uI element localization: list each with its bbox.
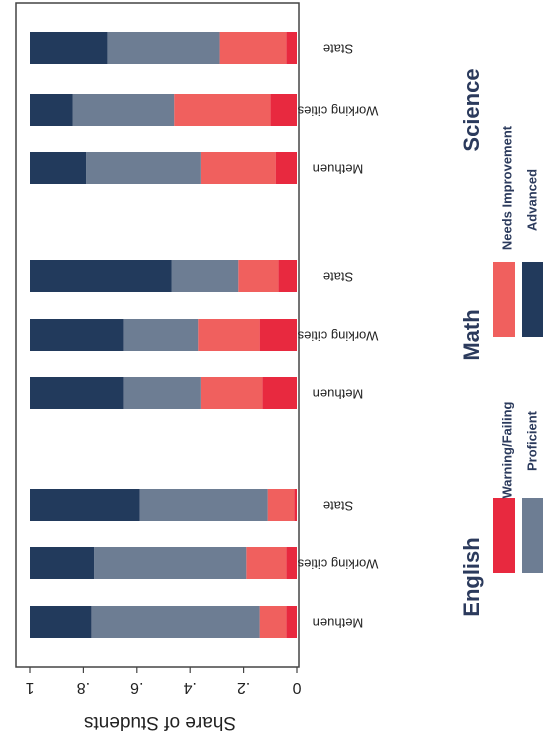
value-tick-label: .2	[237, 679, 250, 696]
category-label: Working cities	[297, 104, 378, 119]
bar-segment-advanced	[30, 152, 87, 184]
value-tick-label: 0	[292, 679, 301, 696]
bar-segment-warning-failing	[294, 489, 297, 521]
legend-label: Warning/Failing	[499, 401, 514, 498]
value-tick-label: .4	[183, 679, 196, 696]
bar-segment-warning-failing	[262, 377, 297, 409]
legend-label: Needs Improvement	[499, 125, 514, 250]
category-label: Methuen	[313, 387, 364, 402]
bar-segment-proficient	[107, 32, 220, 64]
bar-segment-needs-improvement	[259, 606, 287, 638]
category-label: State	[323, 499, 353, 514]
bar-segment-warning-failing	[286, 32, 297, 64]
axis-title: Share of Students	[84, 712, 236, 733]
category-label: Methuen	[313, 616, 364, 631]
group-label: Math	[459, 309, 484, 360]
bar-segment-needs-improvement	[267, 489, 295, 521]
bar-segment-advanced	[30, 260, 172, 292]
value-tick-label: .6	[130, 679, 143, 696]
value-tick-label: .8	[77, 679, 90, 696]
bar-segment-advanced	[30, 94, 73, 126]
bar-segment-advanced	[30, 319, 124, 351]
bar-segment-proficient	[123, 319, 199, 351]
category-label: Working cities	[297, 557, 378, 572]
bar-segment-proficient	[94, 547, 247, 579]
bar-segment-proficient	[86, 152, 201, 184]
bar-segment-proficient	[139, 489, 268, 521]
legend-swatch	[493, 262, 515, 337]
bar-segment-warning-failing	[278, 260, 297, 292]
bar-segment-needs-improvement	[200, 377, 263, 409]
bar-segment-proficient	[72, 94, 175, 126]
legend-swatch	[522, 262, 543, 337]
bar-segment-proficient	[123, 377, 201, 409]
legend-label: Advanced	[524, 169, 539, 231]
bar-segment-needs-improvement	[174, 94, 271, 126]
bar-segment-needs-improvement	[198, 319, 260, 351]
bar-segment-needs-improvement	[219, 32, 287, 64]
bar-segment-needs-improvement	[238, 260, 279, 292]
bar-segment-advanced	[30, 489, 140, 521]
category-label: Working cities	[297, 329, 378, 344]
bar-segment-needs-improvement	[200, 152, 276, 184]
chart-marks: 0 .2 .4 .6 .8 1 Share of Students Methuen Workin…	[15, 2, 543, 733]
group-label: English	[459, 537, 484, 616]
bar-segment-advanced	[30, 32, 108, 64]
bar-segment-proficient	[91, 606, 260, 638]
bar-segment-warning-failing	[286, 547, 297, 579]
bar-segment-advanced	[30, 547, 95, 579]
plot-frame	[15, 2, 300, 668]
category-label: State	[323, 270, 353, 285]
bar-segment-warning-failing	[259, 319, 297, 351]
legend-label: Proficient	[524, 410, 539, 471]
bar-segment-warning-failing	[275, 152, 297, 184]
bar-segment-warning-failing	[286, 606, 297, 638]
category-label: Methuen	[313, 162, 364, 177]
category-label: State	[323, 42, 353, 57]
bar-segment-advanced	[30, 377, 124, 409]
legend-swatch	[522, 498, 543, 573]
value-tick-label: 1	[25, 679, 34, 696]
bar-segment-proficient	[171, 260, 239, 292]
group-label: Science	[459, 68, 484, 151]
legend-swatch	[493, 498, 515, 573]
bar-segment-needs-improvement	[246, 547, 287, 579]
bar-segment-advanced	[30, 606, 92, 638]
bar-segment-warning-failing	[270, 94, 297, 126]
